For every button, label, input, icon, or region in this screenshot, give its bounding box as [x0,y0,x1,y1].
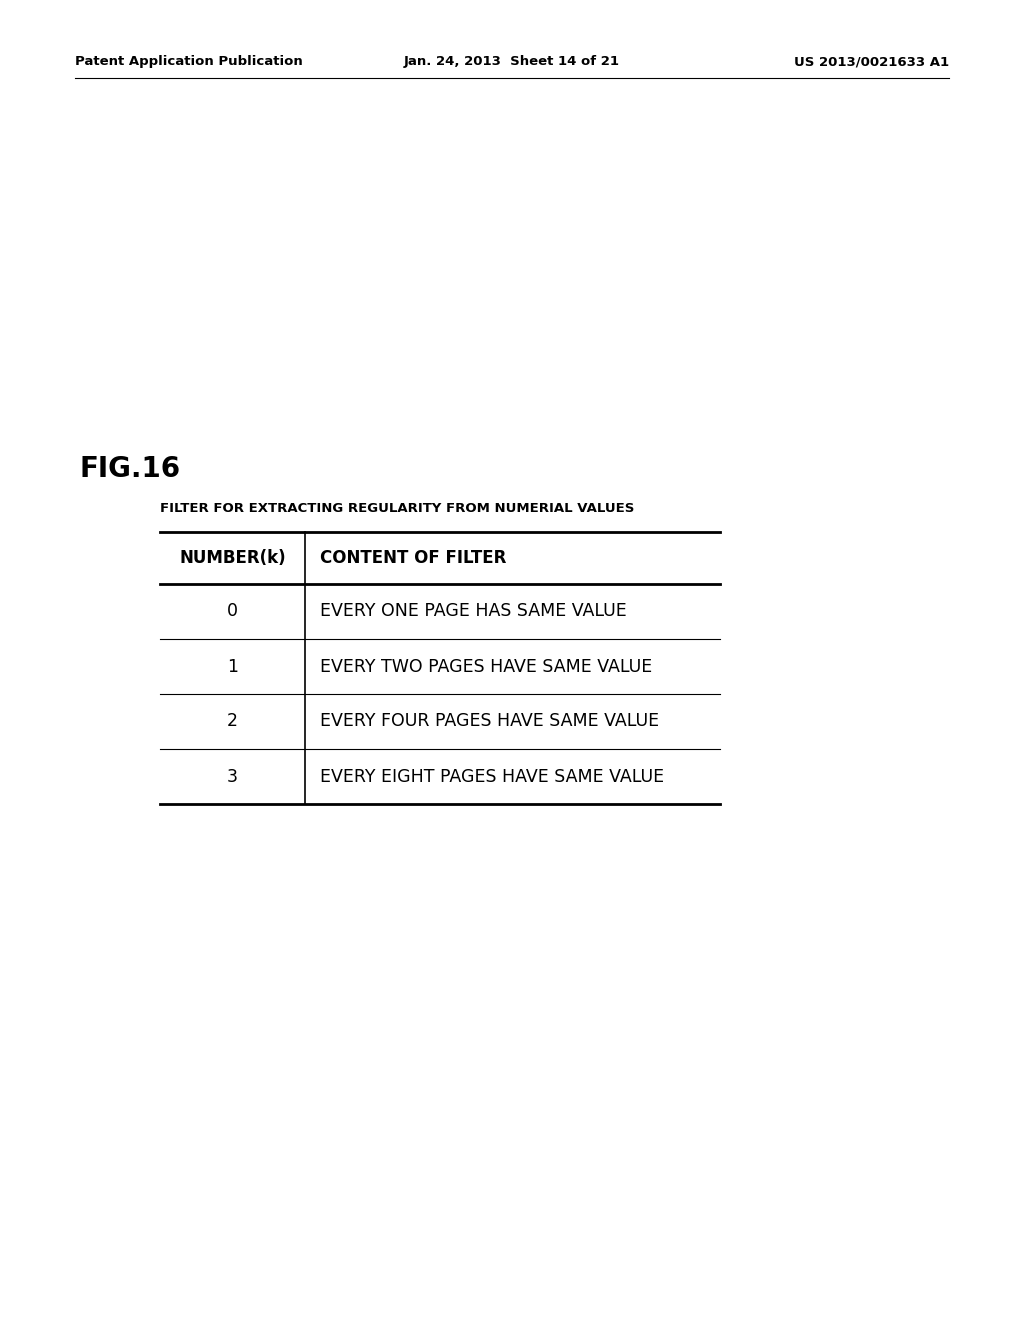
Text: 2: 2 [227,713,238,730]
Text: 1: 1 [227,657,238,676]
Text: 0: 0 [227,602,238,620]
Text: Patent Application Publication: Patent Application Publication [75,55,303,69]
Text: US 2013/0021633 A1: US 2013/0021633 A1 [794,55,949,69]
Text: Jan. 24, 2013  Sheet 14 of 21: Jan. 24, 2013 Sheet 14 of 21 [404,55,620,69]
Text: NUMBER(k): NUMBER(k) [179,549,286,568]
Text: EVERY TWO PAGES HAVE SAME VALUE: EVERY TWO PAGES HAVE SAME VALUE [319,657,652,676]
Text: FIG.16: FIG.16 [80,455,181,483]
Text: EVERY FOUR PAGES HAVE SAME VALUE: EVERY FOUR PAGES HAVE SAME VALUE [319,713,659,730]
Text: EVERY ONE PAGE HAS SAME VALUE: EVERY ONE PAGE HAS SAME VALUE [319,602,627,620]
Text: 3: 3 [227,767,238,785]
Text: FILTER FOR EXTRACTING REGULARITY FROM NUMERIAL VALUES: FILTER FOR EXTRACTING REGULARITY FROM NU… [160,502,635,515]
Text: CONTENT OF FILTER: CONTENT OF FILTER [319,549,507,568]
Text: EVERY EIGHT PAGES HAVE SAME VALUE: EVERY EIGHT PAGES HAVE SAME VALUE [319,767,665,785]
